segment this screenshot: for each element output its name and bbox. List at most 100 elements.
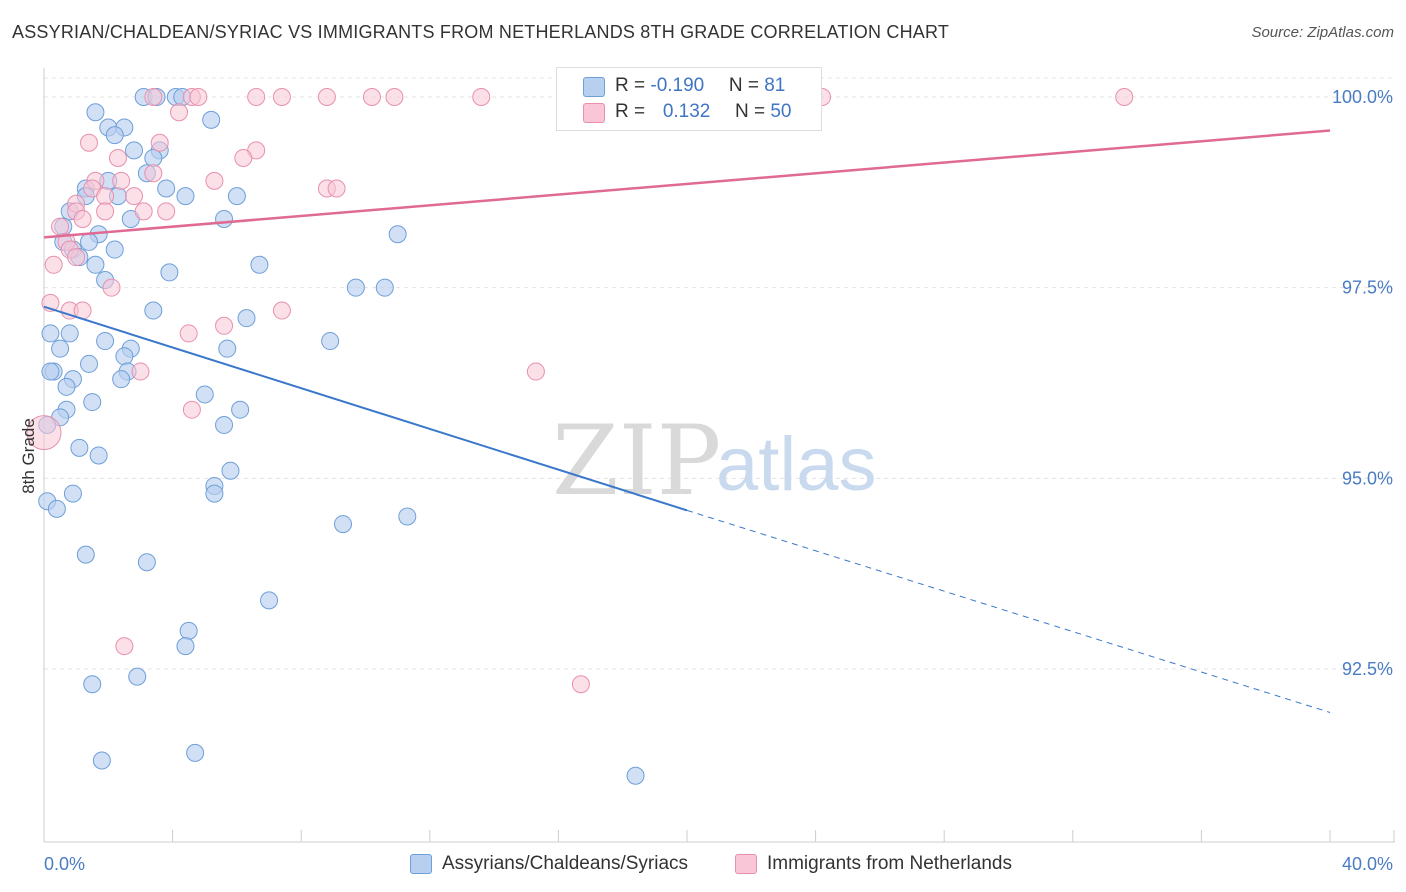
data-point-netherlands: [134, 202, 153, 221]
data-point-assyrians: [80, 232, 99, 251]
data-point-netherlands: [571, 675, 590, 694]
series-netherlands-points: [26, 88, 1134, 694]
data-point-netherlands: [272, 88, 291, 106]
data-point-assyrians: [231, 400, 250, 419]
data-point-netherlands: [73, 210, 92, 229]
data-point-assyrians: [205, 484, 224, 503]
data-point-netherlands: [247, 88, 266, 106]
data-point-netherlands: [26, 415, 62, 451]
data-point-netherlands: [112, 171, 131, 190]
data-point-assyrians: [157, 179, 176, 198]
data-point-assyrians: [186, 743, 205, 762]
y-tick-labels: 100.0% 97.5% 95.0% 92.5%: [1332, 87, 1393, 679]
trend-line-assyrians: [43, 305, 688, 512]
data-point-assyrians: [41, 324, 60, 343]
series-assyrians-points: [38, 88, 645, 785]
data-point-assyrians: [57, 377, 76, 396]
data-point-assyrians: [398, 507, 417, 526]
data-point-assyrians: [115, 347, 134, 366]
data-point-assyrians: [388, 225, 407, 244]
data-point-assyrians: [86, 255, 105, 274]
chart-title: ASSYRIAN/CHALDEAN/SYRIAC VS IMMIGRANTS F…: [12, 22, 950, 42]
data-point-netherlands: [182, 400, 201, 419]
axes: [43, 68, 1395, 843]
legend-n-label: N =: [734, 101, 771, 122]
gridlines: [44, 77, 1395, 670]
data-point-netherlands: [96, 187, 115, 206]
data-point-assyrians: [176, 637, 195, 656]
data-point-assyrians: [112, 370, 131, 389]
data-point-assyrians: [250, 255, 269, 274]
data-point-assyrians: [70, 438, 89, 457]
data-point-netherlands: [144, 164, 163, 183]
data-point-netherlands: [96, 202, 115, 221]
data-point-assyrians: [105, 126, 124, 145]
data-point-netherlands: [80, 133, 99, 152]
data-point-assyrians: [92, 751, 111, 770]
data-point-assyrians: [83, 393, 102, 412]
chart-source: Source: ZipAtlas.com: [1251, 24, 1394, 41]
data-point-assyrians: [63, 484, 82, 503]
data-point-netherlands: [1115, 88, 1134, 106]
data-point-assyrians: [137, 553, 156, 572]
y-tick-label: 92.5%: [1342, 659, 1393, 679]
data-point-netherlands: [472, 88, 491, 106]
data-point-netherlands: [108, 149, 127, 168]
data-point-netherlands: [385, 88, 404, 106]
data-point-netherlands: [51, 217, 70, 236]
data-point-assyrians: [86, 103, 105, 122]
bottom-legend-swatch-blue: [410, 854, 432, 874]
legend-n-value: 81: [764, 75, 786, 96]
data-point-assyrians: [96, 332, 115, 351]
data-point-assyrians: [76, 545, 95, 564]
data-point-assyrians: [80, 354, 99, 373]
data-point-assyrians: [227, 187, 246, 206]
legend-r-value: -0.190: [650, 75, 705, 96]
data-point-assyrians: [218, 339, 237, 358]
legend-swatch-pink: [583, 103, 605, 123]
data-point-assyrians: [321, 332, 340, 351]
data-point-netherlands: [125, 187, 144, 206]
watermark-atlas: atlas: [716, 422, 877, 507]
data-point-assyrians: [237, 309, 256, 328]
legend-n-value: 50: [770, 101, 792, 122]
data-point-assyrians: [221, 461, 240, 480]
data-point-netherlands: [205, 171, 224, 190]
x-tick-label: 0.0%: [44, 854, 85, 874]
data-point-assyrians: [160, 263, 179, 282]
data-point-netherlands: [526, 362, 545, 381]
data-point-assyrians: [260, 591, 279, 610]
data-point-netherlands: [179, 324, 198, 343]
bottom-legend-label: Immigrants from Netherlands: [767, 853, 1012, 874]
data-point-netherlands: [144, 88, 163, 106]
watermark: ZIP atlas: [552, 405, 877, 517]
data-point-assyrians: [202, 110, 221, 129]
data-point-assyrians: [626, 766, 645, 785]
data-point-netherlands: [115, 637, 134, 656]
data-point-assyrians: [128, 667, 147, 686]
data-point-netherlands: [44, 255, 63, 274]
data-point-assyrians: [195, 385, 214, 404]
data-point-netherlands: [102, 278, 121, 297]
data-point-assyrians: [60, 324, 79, 343]
data-point-netherlands: [170, 103, 189, 122]
data-point-netherlands: [157, 202, 176, 221]
stats-legend: R = -0.190 N = 81 R = 0.132 N = 50: [556, 67, 822, 131]
legend-swatch-blue: [583, 77, 605, 97]
x-tick-label: 40.0%: [1342, 854, 1393, 874]
y-axis-label: 8th Grade: [19, 418, 38, 494]
trend-line-assyrians-extension: [686, 509, 1331, 713]
data-point-assyrians: [375, 278, 394, 297]
data-point-assyrians: [105, 240, 124, 259]
data-point-netherlands: [362, 88, 381, 106]
legend-r-label: R =: [615, 101, 651, 122]
data-point-assyrians: [51, 339, 70, 358]
data-point-assyrians: [176, 187, 195, 206]
y-tick-label: 100.0%: [1332, 87, 1393, 107]
legend-r-value: 0.132: [662, 101, 711, 122]
y-tick-label: 97.5%: [1342, 278, 1393, 298]
data-point-assyrians: [333, 515, 352, 534]
data-point-assyrians: [215, 415, 234, 434]
data-point-netherlands: [67, 248, 86, 267]
